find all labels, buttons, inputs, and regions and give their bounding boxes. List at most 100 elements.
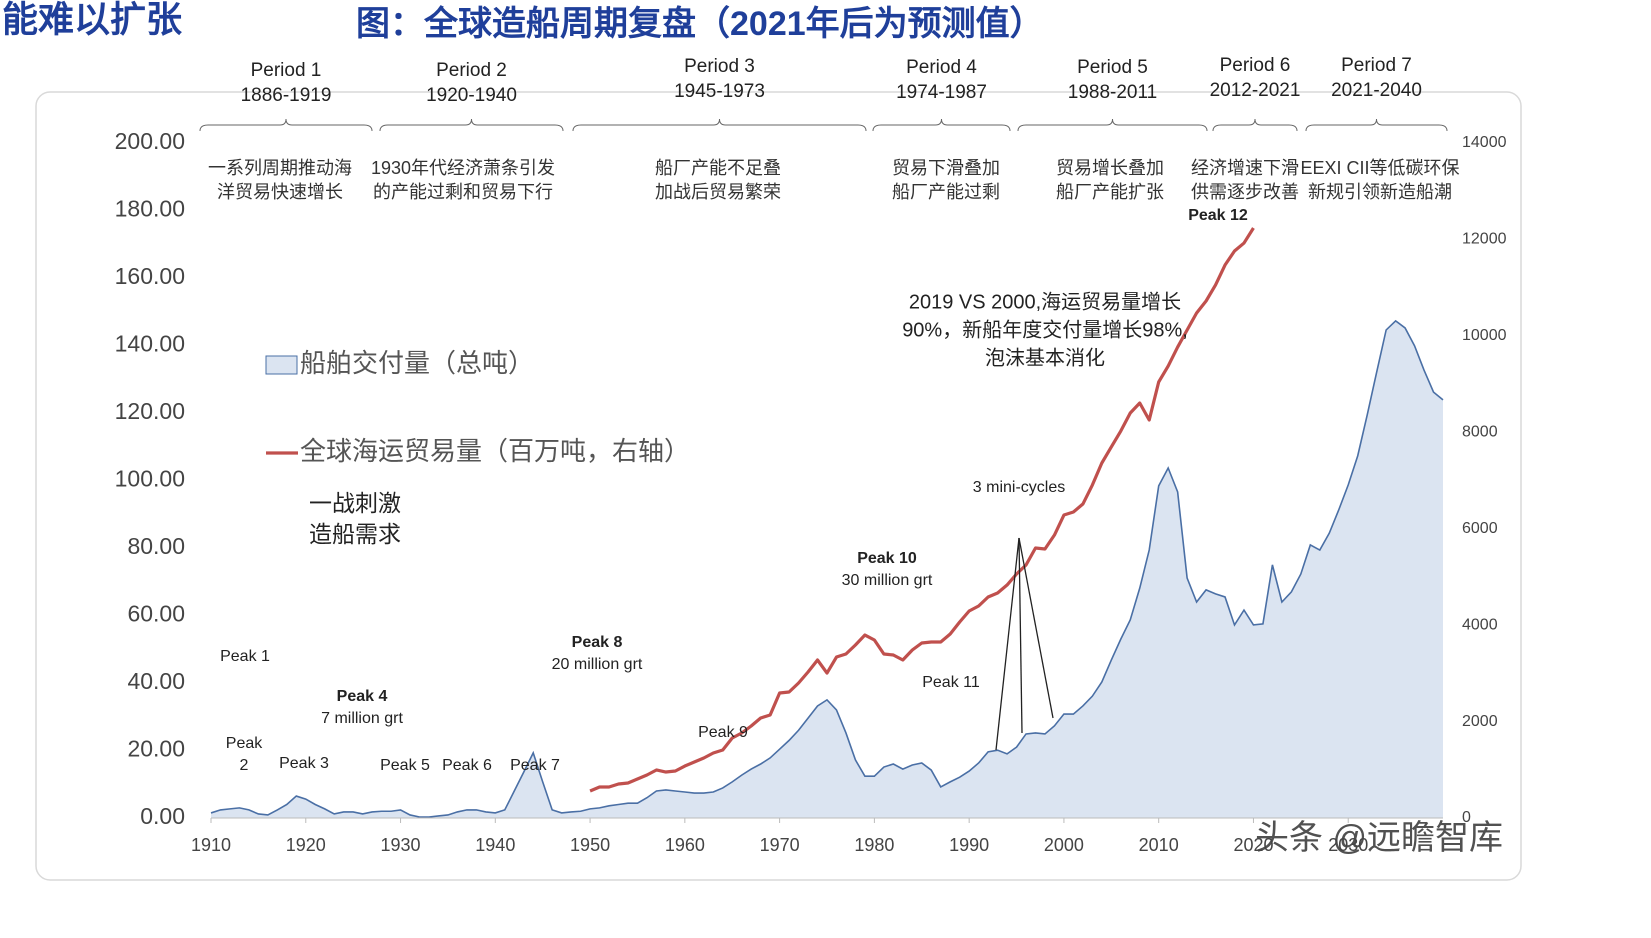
period-description: 船厂产能扩张: [1056, 182, 1164, 202]
annotation: Peak 8: [572, 634, 623, 651]
y2-tick-label: 12000: [1462, 231, 1507, 248]
annotation: 90%，新船年度交付量增长98%,: [902, 318, 1188, 341]
period-name: Period 6: [1220, 55, 1291, 76]
period-description: 供需逐步改善: [1191, 182, 1299, 202]
y-tick-label: 40.00: [127, 668, 185, 694]
annotation: Peak 5: [380, 757, 430, 774]
period-name: Period 7: [1341, 55, 1412, 76]
period-description: 经济增速下滑: [1191, 158, 1299, 178]
plot-frame: [35, 91, 1522, 881]
annotation: Peak 1: [220, 648, 270, 665]
y2-tick-label: 6000: [1462, 520, 1498, 537]
x-tick-label: 1910: [191, 835, 231, 855]
period-description: 加战后贸易繁荣: [655, 182, 781, 202]
annotation: 3 mini-cycles: [973, 479, 1065, 496]
y-tick-label: 200.00: [115, 128, 185, 154]
x-tick-label: 1980: [854, 835, 894, 855]
period-years: 2021-2040: [1331, 80, 1422, 101]
period-description: EEXI CII等低碳环保: [1300, 158, 1459, 178]
annotation: Peak 12: [1188, 207, 1248, 224]
period-years: 1988-2011: [1068, 82, 1157, 103]
page-header: 能难以扩张: [2, 0, 182, 40]
period-years: 2012-2021: [1210, 80, 1301, 101]
y2-tick-label: 14000: [1462, 134, 1507, 151]
x-tick-label: 2030: [1328, 835, 1368, 855]
annotation: 7 million grt: [321, 710, 403, 727]
brace: [1305, 118, 1448, 132]
period-years: 1920-1940: [426, 85, 517, 106]
period-name: Period 4: [906, 57, 977, 78]
period-description: 新规引领新造船潮: [1308, 182, 1452, 202]
period-description: 的产能过剩和贸易下行: [373, 182, 553, 202]
legend-label: 全球海运贸易量（百万吨，右轴）: [300, 436, 690, 466]
arrows: [995, 537, 1054, 751]
y-tick-label: 120.00: [115, 398, 185, 424]
period-name: Period 2: [436, 60, 507, 81]
arrow: [995, 537, 1020, 751]
y-tick-label: 160.00: [115, 263, 185, 289]
x-tick-label: 1950: [570, 835, 610, 855]
annotation: Peak 3: [279, 755, 329, 772]
brace: [872, 118, 1011, 132]
annotation: Peak 10: [857, 550, 917, 567]
watermark: 头条 @远瞻智库: [1255, 819, 1503, 857]
x-tick-label: 2020: [1233, 835, 1273, 855]
annotation: 20 million grt: [552, 656, 643, 673]
x-tick-label: 1970: [760, 835, 800, 855]
brace: [1017, 118, 1208, 132]
annotation: 造船需求: [309, 521, 401, 547]
annotation: Peak 11: [922, 674, 980, 691]
brace: [379, 118, 564, 132]
x-tick-label: 2000: [1044, 835, 1084, 855]
annotation: Peak 9: [698, 724, 748, 741]
x-tick-label: 1960: [665, 835, 705, 855]
annotation: Peak 6: [442, 757, 492, 774]
y-tick-label: 60.00: [127, 601, 185, 627]
period-description: 贸易增长叠加: [1056, 158, 1164, 178]
period-description: 1930年代经济萧条引发: [371, 158, 555, 178]
area: [211, 320, 1443, 818]
y2-tick-label: 8000: [1462, 424, 1498, 441]
y-tick-label: 140.00: [115, 331, 185, 357]
line: [589, 227, 1255, 793]
period-name: Period 5: [1077, 57, 1148, 78]
annotation: Peak: [226, 735, 263, 752]
annotation: Peak 7: [510, 757, 560, 774]
y2-tick-label: 10000: [1462, 327, 1507, 344]
y-tick-label: 100.00: [115, 466, 185, 492]
annotation: 泡沫基本消化: [985, 346, 1105, 369]
period-name: Period 1: [251, 60, 322, 81]
x-tick-label: 2010: [1139, 835, 1179, 855]
period-name: Period 3: [684, 56, 755, 77]
x-tick-label: 1990: [949, 835, 989, 855]
area-outline: [210, 319, 1444, 818]
x-tick-label: 1920: [286, 835, 326, 855]
y2-tick-label: 4000: [1462, 616, 1498, 633]
y-tick-label: 20.00: [127, 736, 185, 762]
legend-label: 船舶交付量（总吨）: [300, 348, 534, 378]
arrow: [1018, 537, 1054, 719]
arrow: [1018, 537, 1023, 734]
annotation: 2: [240, 757, 249, 774]
period-description: 船厂产能过剩: [892, 182, 1000, 202]
annotation: 一战刺激: [309, 490, 401, 516]
brace: [1212, 118, 1298, 132]
annotation: 2019 VS 2000,海运贸易量增长: [909, 290, 1181, 313]
annotation: 30 million grt: [842, 572, 933, 589]
brace: [572, 118, 867, 132]
y-tick-label: 80.00: [127, 533, 185, 559]
annotation: Peak 4: [337, 688, 388, 705]
y-tick-label: 180.00: [115, 196, 185, 222]
period-years: 1886-1919: [241, 85, 332, 106]
y2-tick-label: 0: [1462, 809, 1471, 826]
period-years: 1974-1987: [896, 82, 987, 103]
x-tick-label: 1930: [381, 835, 421, 855]
period-years: 1945-1973: [674, 81, 765, 102]
x-tick-label: 1940: [475, 835, 515, 855]
period-description: 贸易下滑叠加: [892, 158, 1000, 178]
legend-swatch: [265, 355, 298, 375]
period-description: 洋贸易快速增长: [217, 182, 343, 202]
y-tick-label: 0.00: [140, 803, 185, 829]
chart-title: 图：全球造船周期复盘（2021年后为预测值）: [356, 4, 1044, 43]
